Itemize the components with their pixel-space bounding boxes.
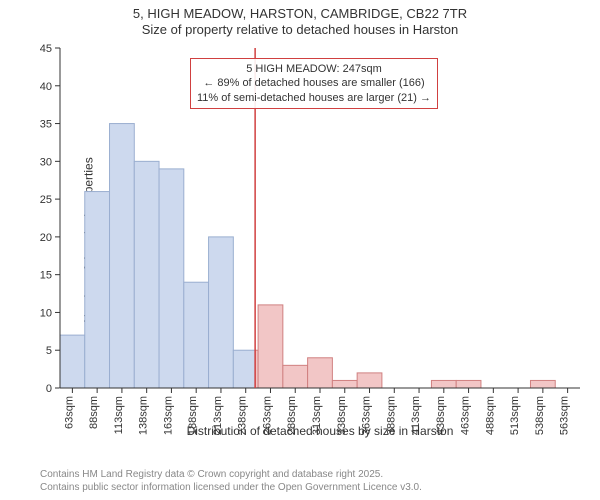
svg-text:15: 15: [40, 270, 52, 282]
histogram-bar: [85, 192, 110, 388]
title-line-2: Size of property relative to detached ho…: [0, 22, 600, 38]
annotation-line-2: ← 89% of detached houses are smaller (16…: [197, 76, 431, 90]
histogram-bar: [209, 237, 234, 388]
histogram-bar: [134, 161, 159, 388]
histogram-bar: [184, 282, 209, 388]
histogram-bar: [110, 124, 135, 388]
svg-text:10: 10: [40, 307, 52, 319]
histogram-chart: Number of detached properties 0510152025…: [0, 40, 600, 440]
histogram-bar-highlight: [308, 358, 333, 388]
histogram-bar-highlight: [332, 380, 357, 388]
svg-text:40: 40: [40, 81, 52, 93]
title-line-1: 5, HIGH MEADOW, HARSTON, CAMBRIDGE, CB22…: [0, 6, 600, 22]
plot-area: 05101520253035404563sqm88sqm113sqm138sqm…: [60, 48, 580, 388]
histogram-bar-highlight: [530, 380, 555, 388]
histogram-bar-highlight: [258, 305, 283, 388]
svg-text:45: 45: [40, 43, 52, 55]
footer-line-2: Contains public sector information licen…: [40, 482, 422, 495]
histogram-bar-highlight: [431, 380, 456, 388]
svg-text:25: 25: [40, 194, 52, 206]
histogram-bar: [233, 350, 255, 388]
svg-text:0: 0: [46, 383, 52, 395]
annotation-line-1: 5 HIGH MEADOW: 247sqm: [197, 62, 431, 76]
histogram-bar: [60, 335, 85, 388]
histogram-bar-highlight: [456, 380, 481, 388]
svg-text:20: 20: [40, 232, 52, 244]
svg-text:30: 30: [40, 156, 52, 168]
attribution-footer: Contains HM Land Registry data © Crown c…: [40, 469, 422, 494]
footer-line-1: Contains HM Land Registry data © Crown c…: [40, 469, 422, 482]
histogram-bar-highlight: [283, 365, 308, 388]
histogram-bar-highlight: [357, 373, 382, 388]
svg-text:35: 35: [40, 119, 52, 131]
annotation-callout: 5 HIGH MEADOW: 247sqm ← 89% of detached …: [190, 58, 438, 109]
svg-text:5: 5: [46, 345, 52, 357]
annotation-line-3: 11% of semi-detached houses are larger (…: [197, 91, 431, 105]
histogram-bar: [159, 169, 184, 388]
x-axis-label: Distribution of detached houses by size …: [60, 424, 580, 438]
chart-title-block: 5, HIGH MEADOW, HARSTON, CAMBRIDGE, CB22…: [0, 0, 600, 39]
